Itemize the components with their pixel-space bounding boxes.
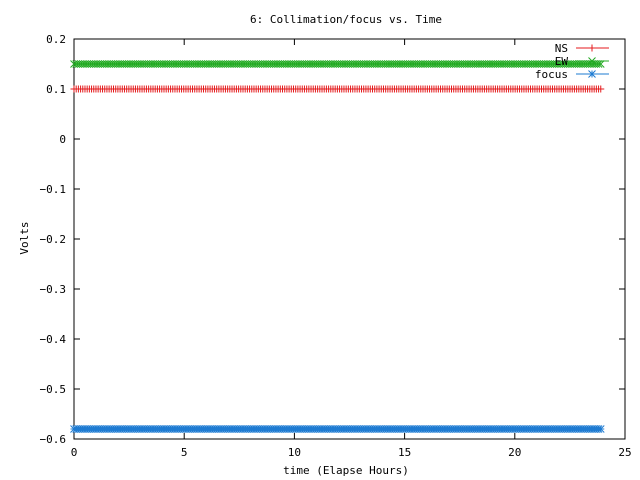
y-tick-label: −0.1 (40, 183, 67, 196)
y-tick-label: −0.2 (40, 233, 67, 246)
y-axis-label: Volts (18, 221, 31, 254)
y-tick-label: 0 (59, 133, 66, 146)
axis-ticks: 0 5 10 15 20 25 0.2 0.1 0 −0.1 −0.2 −0.3 −0.4 −0.5 −0.… (40, 33, 632, 459)
legend-label-ew: EW (555, 55, 569, 68)
x-tick-label: 10 (288, 446, 301, 459)
y-tick-label: −0.5 (40, 383, 67, 396)
series-ew (70, 60, 605, 68)
legend-marker-ns (588, 44, 596, 52)
y-tick-label: −0.4 (40, 333, 67, 346)
data-point-ew (594, 60, 603, 68)
y-tick-label: 0.1 (46, 83, 66, 96)
x-tick-label: 25 (618, 446, 631, 459)
legend-label-ns: NS (555, 42, 568, 55)
data-point-focus (596, 425, 605, 433)
x-axis-label: time (Elapse Hours) (283, 464, 409, 477)
x-tick-label: 20 (508, 446, 521, 459)
chart-title: 6: Collimation/focus vs. Time (250, 13, 442, 26)
y-tick-label: −0.6 (40, 433, 67, 446)
y-tick-label: 0.2 (46, 33, 66, 46)
x-tick-label: 15 (398, 446, 411, 459)
legend-marker-focus (588, 70, 596, 78)
x-tick-label: 0 (71, 446, 78, 459)
plot-frame (73, 38, 626, 440)
x-tick-label: 5 (181, 446, 188, 459)
series-layer (70, 60, 605, 433)
series-ns (70, 85, 605, 93)
series-focus (70, 425, 605, 433)
y-tick-label: −0.3 (40, 283, 67, 296)
data-point-ns (597, 85, 605, 93)
legend-label-focus: focus (535, 68, 568, 81)
data-point-ew (596, 60, 605, 68)
legend-marker-ew (588, 57, 596, 65)
